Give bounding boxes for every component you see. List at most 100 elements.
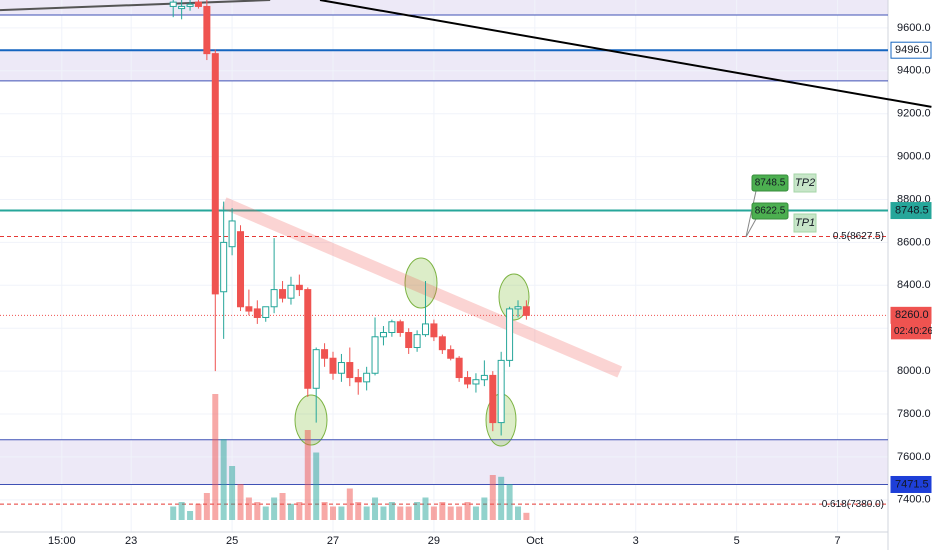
price-label: 7471.5 (895, 478, 929, 490)
volume-bar (304, 430, 311, 520)
candle-body (270, 289, 278, 308)
x-tick-label: 27 (327, 535, 339, 547)
annotation-value: 8748.5 (755, 178, 786, 189)
fib-label: 0.5(8627.5) (833, 231, 884, 242)
candle-body (245, 306, 253, 312)
volume-bar (338, 506, 345, 520)
volume-bar (271, 497, 278, 520)
countdown: 02:40:26 (894, 326, 932, 337)
y-tick-label: 7400.0 (897, 494, 931, 506)
volume-bar (346, 488, 353, 520)
y-tick-label: 9000.0 (897, 151, 931, 163)
volume-bar (203, 493, 210, 520)
volume-bar (254, 502, 261, 520)
trend-line (221, 197, 623, 378)
candle-body (480, 374, 488, 381)
candle-body (287, 284, 295, 299)
volume-bar (430, 506, 437, 520)
candle-body (489, 374, 497, 424)
candle-body (413, 334, 421, 349)
volume-bar (212, 394, 219, 520)
ellipse (294, 394, 328, 446)
volume-bar (220, 439, 227, 520)
volume-bar (472, 506, 479, 520)
volume-bar (414, 502, 421, 520)
annotation-box (751, 174, 789, 192)
x-tick-label: 5 (734, 535, 740, 547)
y-tick-label: 9600.0 (897, 22, 931, 34)
x-tick-label: 15:00 (48, 535, 76, 547)
candle-body (304, 289, 312, 389)
volume-bar (405, 506, 412, 520)
volume-bar (397, 506, 404, 520)
x-tick-label: 29 (428, 535, 440, 547)
volume-bar (422, 497, 429, 520)
volume-bar (456, 506, 463, 520)
volume-bar (363, 506, 370, 520)
volume-bar (515, 506, 522, 520)
candle-body (203, 5, 211, 55)
volume-bar (245, 497, 252, 520)
volume-bar (195, 503, 202, 520)
y-tick-label: 8600.0 (897, 236, 931, 248)
candle-body (464, 377, 472, 385)
price-label: 9496.0 (895, 44, 929, 56)
candle-body (220, 241, 228, 293)
candle-body (421, 323, 429, 336)
x-tick-label: 3 (633, 535, 639, 547)
candle-body (497, 359, 505, 424)
volume-bar (506, 484, 513, 520)
volume-bar (523, 512, 530, 520)
candle-body (363, 372, 371, 383)
candle-body (228, 220, 236, 248)
candle-body (405, 332, 413, 349)
candle-body (262, 306, 270, 318)
x-tick-label: 23 (125, 535, 137, 547)
volume-bar (447, 506, 454, 520)
y-tick-label: 7800.0 (897, 408, 931, 420)
volume-bar (330, 506, 336, 520)
candle-body (396, 321, 404, 334)
candle-body (506, 308, 514, 361)
candle-body (312, 349, 320, 389)
x-tick-label: 7 (834, 535, 840, 547)
annotation-arrow (745, 190, 757, 238)
volume-bar (313, 452, 320, 520)
zone (0, 439, 888, 485)
candle-body (514, 306, 522, 310)
y-tick-label: 8000.0 (897, 365, 931, 377)
candle-body (337, 362, 345, 374)
candle-body (178, 5, 186, 10)
y-tick-label: 9200.0 (897, 108, 931, 120)
fib-label: 0.618(7380.0) (822, 499, 884, 510)
trend-line (0, 0, 271, 12)
candle-body (438, 336, 446, 351)
annotation-arrow (745, 218, 757, 238)
volume-bar (380, 506, 387, 520)
price-label-box (890, 202, 932, 220)
trend-line (319, 0, 932, 108)
annotation-tag: TP2 (795, 177, 815, 189)
candle-body (430, 323, 438, 338)
x-tick-label: 25 (226, 535, 238, 547)
annotation-tag-box (793, 213, 817, 233)
volume-bar (355, 502, 362, 520)
annotation-tag: TP1 (795, 217, 815, 229)
candle-body (388, 321, 396, 334)
candle-body (211, 53, 219, 295)
candle-body (186, 3, 194, 7)
candle-body (279, 289, 287, 299)
volume-bar (372, 497, 379, 520)
candle-body (295, 284, 303, 291)
candle-body (447, 349, 455, 359)
volume-bar (187, 511, 194, 520)
candle-body (329, 357, 337, 374)
volume-bar (481, 497, 488, 520)
ellipse (404, 257, 438, 309)
candle-body (472, 379, 480, 385)
zone (0, 50, 888, 81)
annotation-value: 8622.5 (755, 206, 786, 217)
price-label-box (890, 41, 932, 59)
candle-body (522, 306, 530, 316)
